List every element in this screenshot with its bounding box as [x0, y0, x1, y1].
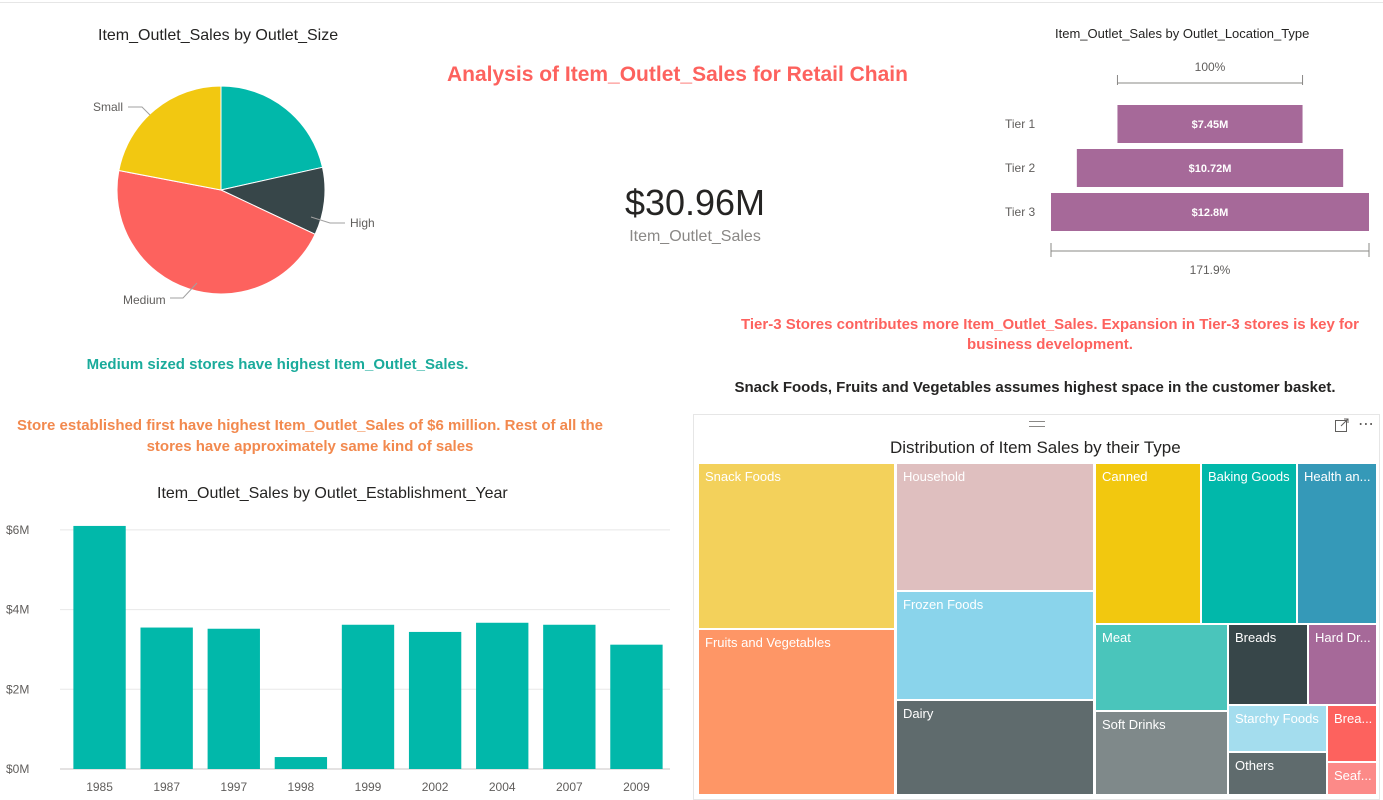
treemap-tile-label: Health an... — [1304, 469, 1371, 484]
top-border — [0, 2, 1383, 3]
treemap-tile[interactable]: Canned — [1095, 463, 1201, 624]
treemap-tile-label: Starchy Foods — [1235, 711, 1319, 726]
bar-y-tick-label: $6M — [6, 523, 29, 537]
bar-y-tick-label: $2M — [6, 682, 29, 696]
pie-leader-line — [128, 106, 151, 116]
bar-2009[interactable] — [610, 644, 663, 769]
pie-label-medium: Medium — [123, 293, 166, 307]
treemap-tile-label: Dairy — [903, 706, 934, 721]
funnel-category-label: Tier 2 — [1005, 161, 1036, 175]
bar-1999[interactable] — [341, 624, 395, 769]
funnel-top-bracket — [1116, 75, 1304, 85]
treemap-tile[interactable]: Starchy Foods — [1228, 705, 1327, 752]
funnel-bar-tier-3[interactable] — [1051, 193, 1369, 231]
treemap-tile[interactable]: Hard Dr... — [1308, 624, 1377, 705]
pie-chart-title: Item_Outlet_Sales by Outlet_Size — [98, 27, 339, 44]
bar-2007[interactable] — [543, 624, 596, 769]
bar-1998[interactable] — [274, 757, 328, 769]
slice-unlabeled[interactable] — [220, 85, 324, 191]
bar-x-tick-label: 1999 — [355, 780, 382, 794]
kpi-label: Item_Outlet_Sales — [629, 228, 761, 245]
dashboard-title: Analysis of Item_Outlet_Sales for Retail… — [447, 63, 908, 86]
treemap-tile-label: Snack Foods — [705, 469, 781, 484]
bar-x-tick-label: 1987 — [153, 780, 180, 794]
bar-2004[interactable] — [476, 622, 529, 769]
bar-1985[interactable] — [73, 525, 126, 769]
bar-2002[interactable] — [408, 631, 462, 769]
treemap-tile[interactable]: Household — [896, 463, 1094, 591]
treemap-tile[interactable]: Others — [1228, 752, 1327, 795]
bar-x-tick-label: 2004 — [489, 780, 516, 794]
treemap-tile-label: Hard Dr... — [1315, 630, 1371, 645]
bar-y-tick-label: $4M — [6, 603, 29, 617]
slice-high[interactable] — [219, 166, 326, 235]
kpi-value: $30.96M — [624, 182, 766, 223]
treemap-tile-label: Meat — [1102, 630, 1131, 645]
pie-chart[interactable]: Small High Medium — [0, 60, 400, 350]
funnel-bottom-percent: 171.9% — [1190, 263, 1231, 277]
funnel-bottom-bracket — [1050, 243, 1370, 257]
treemap-tile[interactable]: Snack Foods — [698, 463, 895, 629]
funnel-category-label: Tier 1 — [1005, 117, 1036, 131]
outlet-size-insight: Medium sized stores have highest Item_Ou… — [86, 356, 469, 373]
bar-x-tick-label: 2002 — [422, 780, 449, 794]
treemap-tile[interactable]: Frozen Foods — [896, 591, 1094, 700]
slice-medium[interactable] — [116, 169, 316, 295]
treemap-tile-label: Others — [1235, 758, 1275, 773]
funnel-value-label: $12.8M — [1192, 207, 1229, 219]
treemap-tile[interactable]: Meat — [1095, 624, 1228, 711]
establishment-insight: Store established first have highest Ite… — [17, 417, 603, 455]
funnel-value-label: $10.72M — [1189, 163, 1232, 175]
funnel-value-label: $7.45M — [1192, 119, 1229, 131]
bar-x-tick-label: 2007 — [556, 780, 583, 794]
treemap-tile[interactable]: Fruits and Vegetables — [698, 629, 895, 795]
treemap-tile-label: Household — [903, 469, 966, 484]
basket-insight: Snack Foods, Fruits and Vegetables assum… — [734, 379, 1336, 396]
bar-chart-title: Item_Outlet_Sales by Outlet_Establishmen… — [157, 485, 508, 502]
funnel-top-percent: 100% — [1195, 60, 1226, 74]
pie-leader-line — [170, 282, 198, 299]
treemap-title: Distribution of Item Sales by their Type — [890, 438, 1181, 457]
treemap-tile-label: Canned — [1102, 469, 1148, 484]
bar-1997[interactable] — [207, 628, 260, 769]
bar-x-tick-label: 1997 — [220, 780, 247, 794]
treemap-tile-label: Fruits and Vegetables — [705, 635, 831, 650]
bar-chart[interactable]: $0M $2M $4M $6M 1985 1987 1997 1998 1999 2002 2004… — [0, 500, 690, 800]
treemap-tile-label: Seaf... — [1334, 768, 1372, 783]
treemap-tile[interactable]: Soft Drinks — [1095, 711, 1228, 795]
treemap-tile[interactable]: Baking Goods — [1201, 463, 1297, 624]
slice-small[interactable] — [118, 85, 222, 191]
treemap-tile-label: Soft Drinks — [1102, 717, 1166, 732]
treemap-tile[interactable]: Dairy — [896, 700, 1094, 795]
bar-x-tick-label: 2009 — [623, 780, 650, 794]
treemap-tile[interactable]: Seaf... — [1327, 762, 1377, 795]
treemap-tile[interactable]: Brea... — [1327, 705, 1377, 762]
treemap-tile-label: Frozen Foods — [903, 597, 984, 612]
treemap-tile-label: Brea... — [1334, 711, 1372, 726]
pie-label-small: Small — [93, 100, 123, 114]
treemap-tile-label: Breads — [1235, 630, 1277, 645]
funnel-bar-tier-1[interactable] — [1117, 105, 1303, 143]
kpi-card[interactable]: $30.96M Item_Outlet_Sales — [560, 180, 830, 260]
bar-x-tick-label: 1985 — [86, 780, 113, 794]
funnel-chart-title: Item_Outlet_Sales by Outlet_Location_Typ… — [1055, 26, 1310, 41]
more-options-icon[interactable]: ⋯ — [1358, 416, 1375, 433]
tier-insight: Tier-3 Stores contributes more Item_Outl… — [741, 316, 1359, 353]
pie-label-high: High — [350, 216, 375, 230]
drag-handle-icon[interactable] — [1029, 421, 1045, 427]
bar-1987[interactable] — [140, 627, 193, 769]
treemap-tile[interactable]: Health an... — [1297, 463, 1377, 624]
bar-x-tick-label: 1998 — [288, 780, 315, 794]
focus-mode-icon[interactable] — [1334, 417, 1350, 433]
pie-leader-line — [310, 216, 345, 224]
funnel-category-label: Tier 3 — [1005, 205, 1036, 219]
treemap-tile[interactable]: Breads — [1228, 624, 1308, 705]
bar-y-tick-label: $0M — [6, 762, 29, 776]
funnel-bar-tier-2[interactable] — [1076, 149, 1344, 187]
treemap: Snack Foods Fruits and Vegetables Househol… — [698, 463, 1377, 795]
treemap-tile-label: Baking Goods — [1208, 469, 1290, 484]
funnel-chart[interactable]: 100% $7.45M Tier 1 $10.72M Tier 2 $12.8M Tier … — [980, 55, 1383, 295]
